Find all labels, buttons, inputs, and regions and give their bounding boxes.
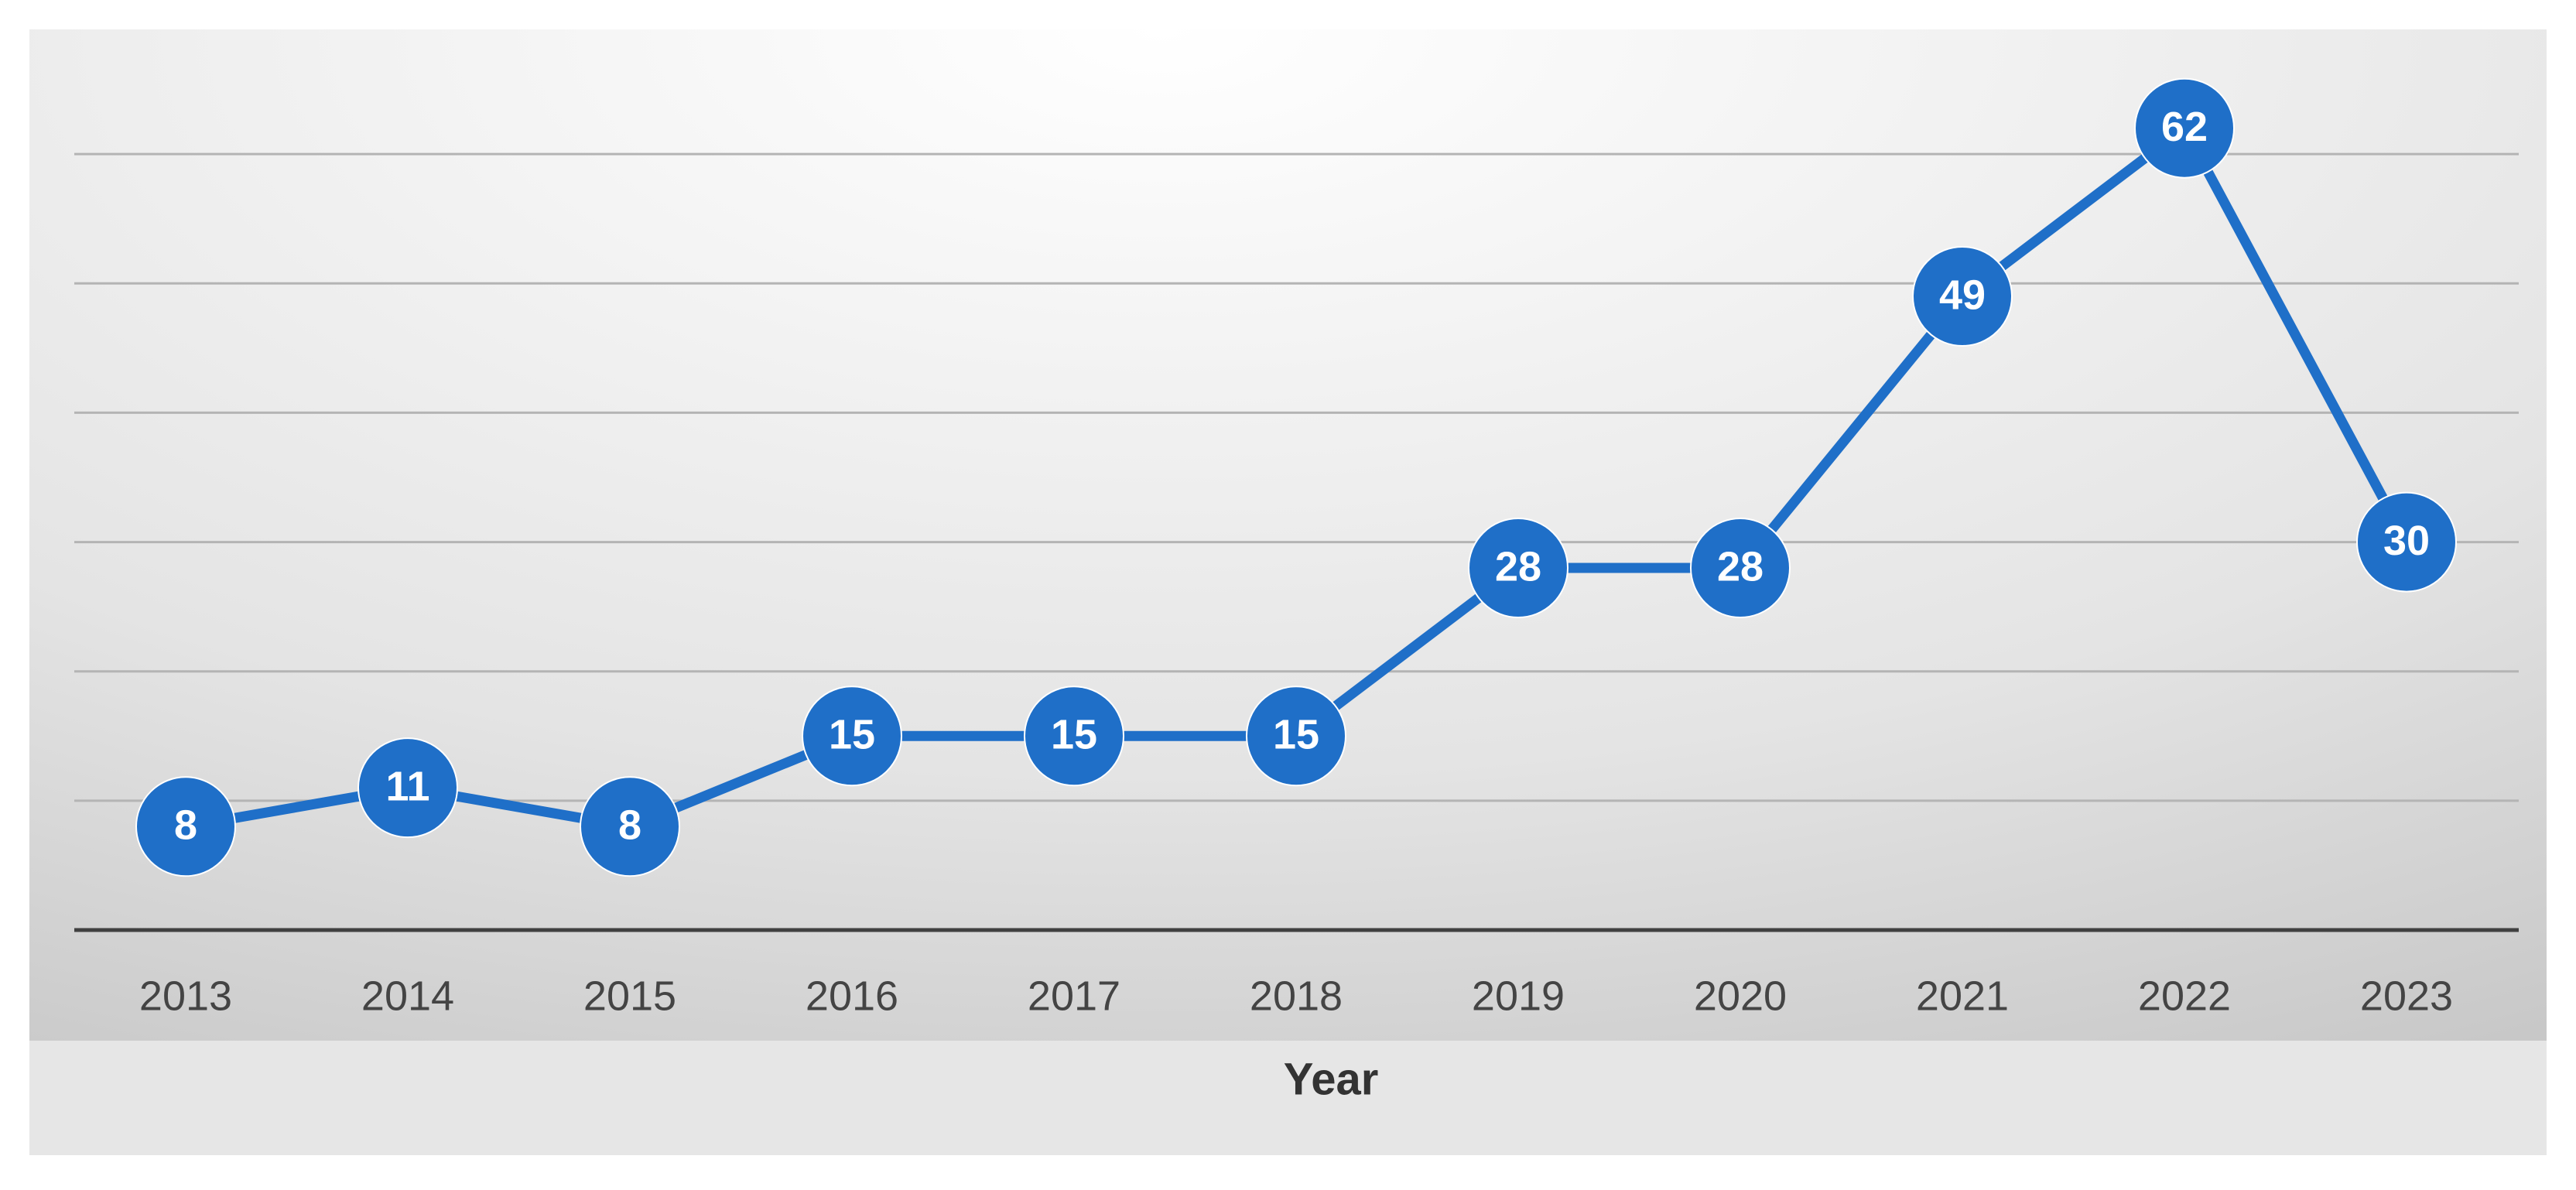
x-tick-label: 2016 (806, 973, 898, 1019)
data-marker (580, 776, 680, 877)
data-marker (1690, 518, 1791, 618)
x-axis-title: Year (1284, 1054, 1379, 1104)
data-label: 28 (1495, 543, 1541, 590)
x-tick-label: 2020 (1694, 973, 1787, 1019)
x-tick-label: 2022 (2138, 973, 2231, 1019)
data-label: 15 (1051, 712, 1097, 758)
data-label: 15 (1273, 712, 1319, 758)
data-label: 62 (2161, 104, 2208, 150)
data-marker (1912, 246, 2013, 347)
x-tick-label: 2017 (1028, 973, 1120, 1019)
x-tick-label: 2019 (1472, 973, 1565, 1019)
data-label: 8 (618, 802, 641, 849)
data-marker (2134, 77, 2235, 179)
x-tick-label: 2014 (361, 973, 454, 1019)
data-marker (1468, 518, 1569, 618)
data-marker (1246, 686, 1346, 787)
data-marker (2356, 491, 2457, 593)
data-marker (357, 737, 458, 839)
x-tick-label: 2021 (1916, 973, 2009, 1019)
chart-background (29, 29, 2547, 1155)
data-label: 11 (385, 763, 429, 809)
data-label: 28 (1717, 543, 1764, 590)
x-tick-label: 2023 (2360, 973, 2453, 1019)
data-label: 8 (174, 802, 197, 849)
data-label: 30 (2383, 518, 2430, 564)
x-tick-label: 2018 (1250, 973, 1343, 1019)
data-marker (802, 686, 902, 787)
axis-title-band (29, 1041, 2547, 1155)
data-label: 15 (829, 712, 875, 758)
data-label: 49 (1939, 272, 1986, 318)
x-tick-label: 2013 (139, 973, 232, 1019)
data-marker (1024, 686, 1124, 787)
data-marker (135, 776, 236, 877)
x-tick-label: 2015 (583, 973, 676, 1019)
